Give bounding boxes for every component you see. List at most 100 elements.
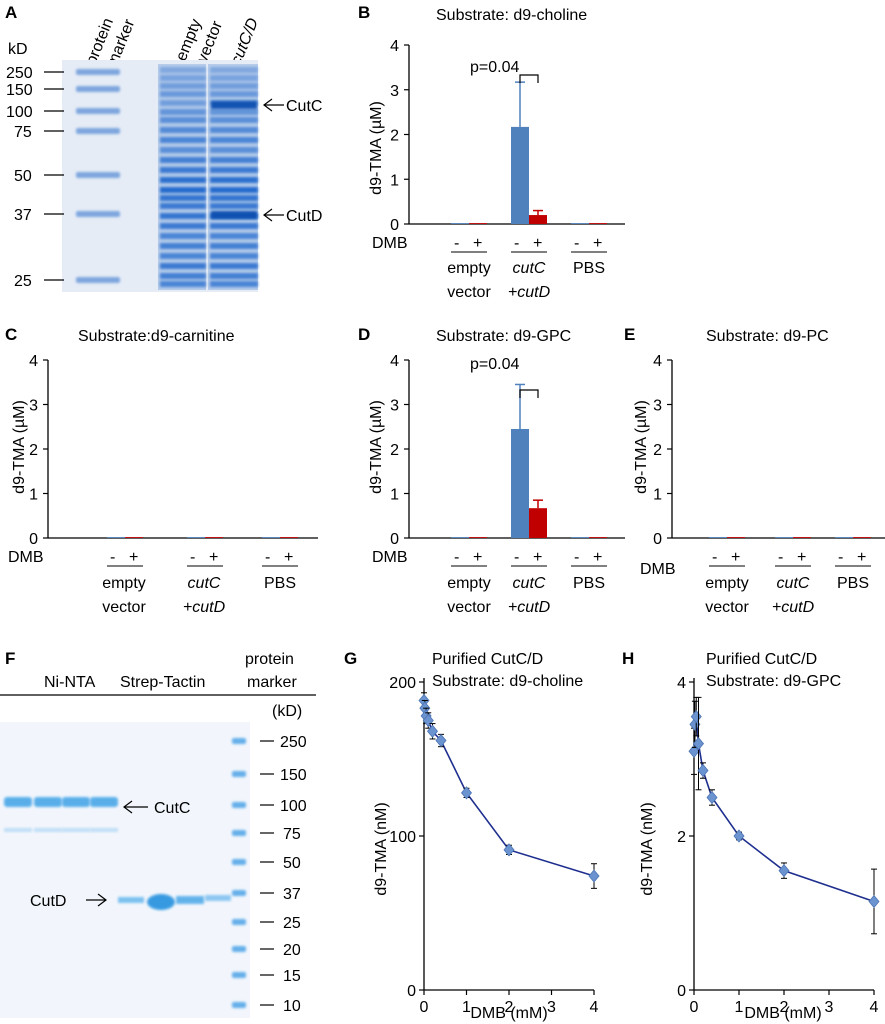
gel-f-size-10: 10 — [283, 998, 301, 1015]
chart-e-bar-minus-2 — [775, 537, 793, 538]
gel-a-sample-band-2-19 — [210, 233, 258, 239]
chart-d-sign-plus-1: + — [473, 549, 482, 566]
gel-a-size-100: 100 — [6, 104, 33, 121]
gel-f-label-ni-nta: Ni-NTA — [44, 674, 96, 691]
gel-a-sample-band-1-1 — [160, 67, 206, 73]
gel-a-size-37: 37 — [14, 207, 32, 224]
panel-h-letter: H — [622, 649, 634, 668]
gel-a-size-ticks — [44, 71, 64, 281]
chart-c-bar-minus-1 — [107, 537, 125, 538]
chart-d-y-tick-label-0: 0 — [390, 531, 399, 548]
chart-d-significance-bracket — [519, 389, 539, 398]
gel-a-sample-bands — [160, 67, 258, 287]
gel-a-size-25: 25 — [14, 273, 32, 290]
chart-d-dmb-label: DMB — [372, 549, 408, 566]
chart-b-bar-plus-3 — [589, 223, 607, 224]
chart-d-bar-plus-1 — [469, 537, 487, 538]
chart-e-bar-minus-1 — [709, 537, 727, 538]
gel-f-bands — [4, 738, 246, 1008]
chart-g-x-tick-label-1: 1 — [462, 999, 471, 1016]
chart-d-sign-minus-2: - — [514, 549, 519, 566]
chart-b-sign-minus-2: - — [514, 235, 519, 252]
gel-a-size-50: 50 — [14, 168, 32, 185]
chart-c-dmb-label: DMB — [8, 549, 44, 566]
chart-e-bar-plus-3 — [853, 537, 871, 538]
chart-d-group-2-line2: +cutD — [508, 599, 551, 616]
gel-f-marker-band-6 — [232, 890, 246, 896]
chart-h-x-tick-label-3: 3 — [825, 999, 834, 1016]
chart-b-pvalue: p=0.04 — [470, 59, 519, 76]
gel-f-size-15: 15 — [283, 968, 301, 985]
gel-a-sample-band-2-22 — [210, 263, 258, 269]
chart-d-group-1-line2: vector — [447, 599, 491, 616]
gel-a-size-75: 75 — [14, 124, 32, 141]
gel-f-size-50: 50 — [283, 855, 301, 872]
gel-f-arrows — [86, 800, 148, 907]
chart-e-plot: 0 1 2 3 4 — [653, 353, 885, 548]
gel-f-marker-band-1 — [232, 738, 246, 744]
gel-a-sample-band-2-1 — [210, 67, 258, 73]
chart-e-bar-plus-2 — [793, 537, 811, 538]
chart-d-bar-minus-1 — [451, 537, 469, 538]
gel-a-sample-band-1-9 — [160, 137, 206, 143]
gel-a-sample-band-1-16 — [160, 203, 206, 209]
chart-e-y-tick-label-4: 4 — [653, 353, 662, 370]
gel-a-marker-band-5 — [76, 172, 120, 178]
chart-h-y-tick-label-2: 2 — [677, 829, 686, 846]
gel-f-band-cutd-3 — [176, 896, 204, 904]
gel-a-band-cutd — [211, 211, 257, 219]
chart-d-sign-plus-3: + — [593, 549, 602, 566]
panel-e: E Substrate: d9-PC 0 1 2 3 4 d9-TMA (µM) DMB… — [624, 325, 885, 616]
gel-a-marker-band-2 — [76, 86, 120, 92]
gel-a-marker-band-7 — [76, 277, 120, 283]
gel-f-marker-band-2 — [232, 771, 246, 777]
chart-c-sign-minus-2: - — [190, 549, 195, 566]
gel-a-sample-band-2-24 — [210, 281, 258, 287]
chart-c-bar-minus-3 — [262, 537, 280, 538]
chart-b-bar-plus-2 — [529, 215, 547, 224]
chart-g-y-tick-label-100: 100 — [389, 829, 416, 846]
gel-f-marker-band-4 — [232, 830, 246, 836]
gel-f-band-cutd-1 — [118, 897, 144, 903]
gel-a-size-150: 150 — [6, 82, 33, 99]
gel-a-band-cutc — [211, 101, 257, 109]
chart-c-bar-plus-2 — [205, 537, 223, 538]
chart-e-y-tick-label-1: 1 — [653, 487, 662, 504]
gel-f-band-cutc-2 — [34, 797, 62, 807]
gel-f-band-cutc-1 — [4, 797, 32, 807]
chart-c-plot: 0 1 2 3 4 — [29, 353, 318, 548]
chart-d-group-3-line1: PBS — [573, 575, 605, 592]
gel-a-sample-band-2-2 — [210, 75, 258, 81]
chart-b-group-2-line2: +cutD — [508, 284, 551, 301]
chart-c-y-tick-label-3: 3 — [29, 398, 38, 415]
chart-e-dmb-label: DMB — [640, 561, 676, 578]
gel-f-marker-band-9 — [232, 972, 246, 978]
gel-a-sample-band-1-6 — [160, 109, 206, 115]
gel-f-arrow-label-cutc: CutC — [154, 800, 190, 817]
chart-g-x-tick-label-3: 3 — [547, 999, 556, 1016]
chart-b-sign-minus-1: - — [454, 235, 459, 252]
chart-g-plot: 0 100 200 0 1 2 3 4 — [389, 675, 600, 1016]
chart-g-y-tick-label-0: 0 — [407, 983, 416, 1000]
gel-a-lane-label-cutcd: cutC/D — [228, 15, 262, 67]
chart-h-x-tick-label-0: 0 — [690, 999, 699, 1016]
chart-h-ylabel: d9-TMA (nM) — [639, 802, 656, 895]
gel-a-sample-band-1-21 — [160, 253, 206, 259]
gel-a-sample-band-2-13 — [210, 177, 258, 183]
gel-a-marker-band-1 — [76, 69, 120, 75]
gel-f-size-75: 75 — [283, 826, 301, 843]
chart-d-plot: 0 1 2 3 4 — [390, 353, 625, 548]
gel-a-sample-band-1-23 — [160, 273, 206, 279]
chart-d-bar-plus-2 — [529, 508, 547, 538]
panel-c-title: Substrate:d9-carnitine — [78, 328, 235, 345]
chart-b-y-tick-label-0: 0 — [390, 217, 399, 234]
chart-g-x-tick-label-2: 2 — [505, 999, 514, 1016]
chart-e-y-tick-label-2: 2 — [653, 442, 662, 459]
chart-d-group-2-line1: cutC — [513, 575, 546, 592]
chart-d-sign-minus-1: - — [454, 549, 459, 566]
chart-c-bar-plus-1 — [125, 537, 143, 538]
panel-b-letter: B — [358, 3, 370, 22]
panel-a-letter: A — [5, 3, 17, 22]
panel-c: C Substrate:d9-carnitine 0 1 2 3 4 d9-TMA (µ… — [5, 325, 318, 616]
